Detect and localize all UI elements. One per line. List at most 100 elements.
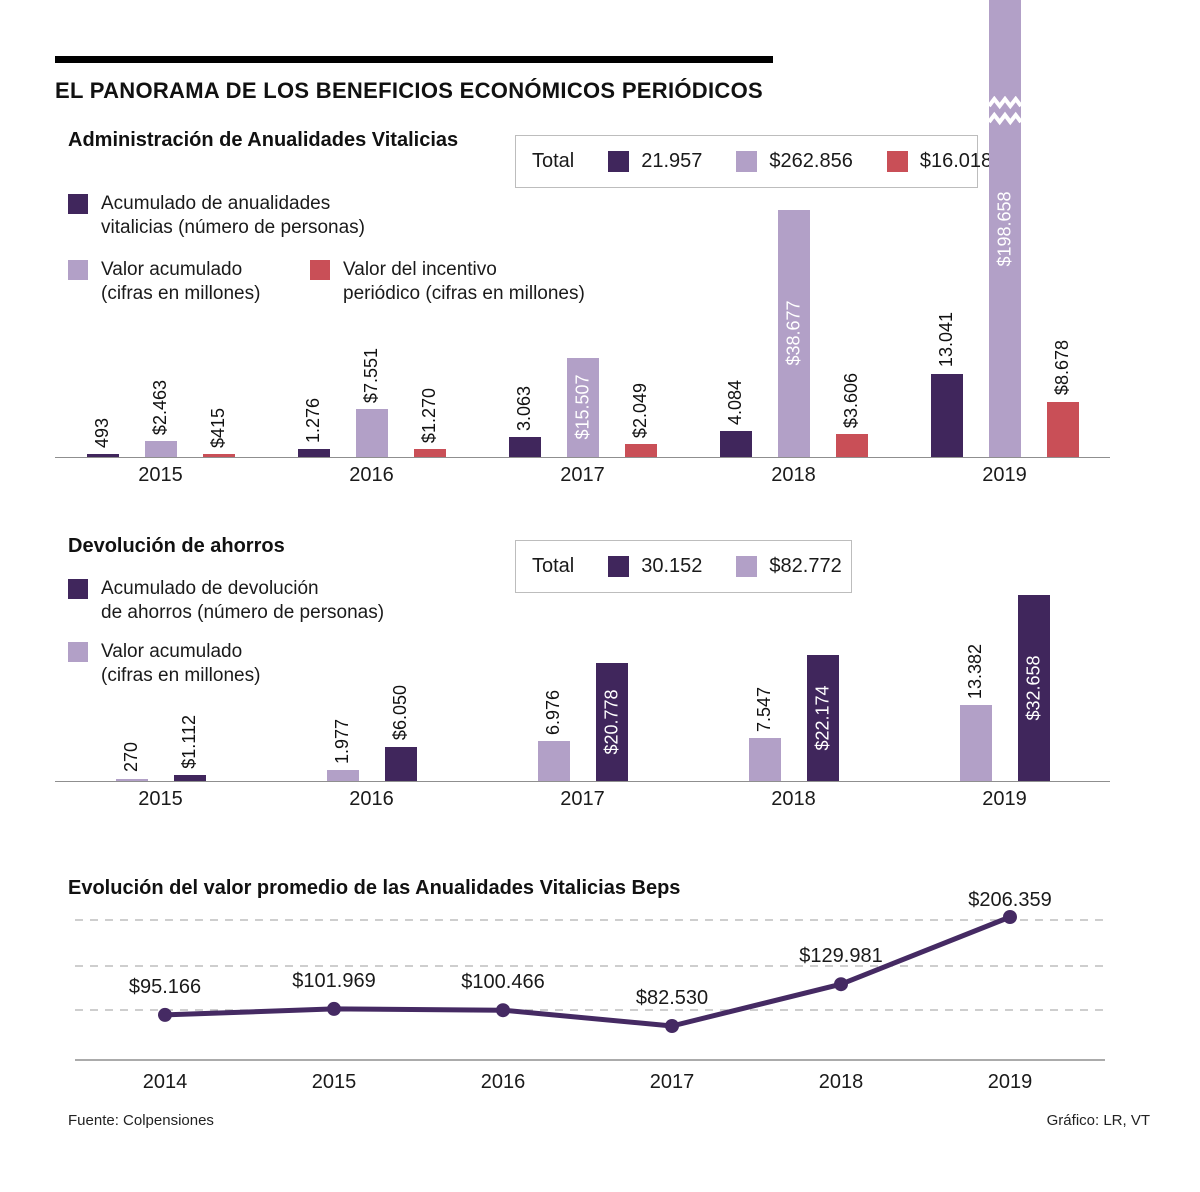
x-label-2014: 2014 bbox=[143, 1071, 188, 1093]
bar-column-incentivo-2016: $1.270 bbox=[413, 0, 446, 457]
bar-value-label: 3.063 bbox=[514, 386, 534, 432]
bar-column-valor-2015: $1.112 bbox=[173, 560, 206, 781]
bar-valor-2015 bbox=[173, 774, 206, 781]
bar-valor-2017: $20.778 bbox=[595, 662, 628, 781]
bar-column-valor-2018: $38.677 bbox=[777, 0, 810, 457]
persons-swatch-icon bbox=[68, 194, 88, 214]
bar-persons-2019 bbox=[959, 704, 992, 781]
bar-value-label: 7.547 bbox=[754, 686, 774, 732]
bar-value-label: $20.778 bbox=[601, 689, 621, 755]
x-label-2016: 2016 bbox=[481, 1071, 526, 1093]
bar-persons-2017 bbox=[508, 437, 541, 457]
bar-value-label: 270 bbox=[121, 742, 141, 773]
bar-column-valor-2018: $22.174 bbox=[806, 560, 839, 781]
x-label-2019: 2019 bbox=[982, 464, 1027, 486]
bar-valor-2016 bbox=[384, 746, 417, 781]
bar-value-label: 1.977 bbox=[332, 718, 352, 764]
bar-column-valor-2016: $6.050 bbox=[384, 560, 417, 781]
x-label-2017: 2017 bbox=[560, 788, 605, 810]
legend-label: Acumulado de anualidades vitalicias (núm… bbox=[101, 193, 366, 238]
bar-valor-2018: $38.677 bbox=[777, 209, 810, 457]
x-label-2015: 2015 bbox=[138, 788, 183, 810]
bar-incentivo-2017 bbox=[624, 443, 657, 457]
bar-persons-2019 bbox=[930, 373, 963, 457]
bar-value-label: 493 bbox=[92, 417, 112, 448]
legend-label: Acumulado de devolución de ahorros (núme… bbox=[101, 578, 385, 623]
bar-incentivo-2019 bbox=[1046, 401, 1079, 457]
chart1-x-axis: 2015 2016 2017 2018 2019 bbox=[55, 464, 1110, 487]
chart1-plot: 493 $2.463 $415 1.276 $7.551 $1.270 3.063 $15.5… bbox=[55, 0, 1110, 458]
bar-value-label: $1.112 bbox=[179, 714, 199, 769]
bar-column-persons-2019: 13.382 bbox=[959, 560, 992, 781]
bar-group-2015: 493 $2.463 $415 bbox=[55, 0, 266, 457]
bar-value-label: 4.084 bbox=[725, 379, 745, 425]
chart2-total-box: Total 30.152 $82.772 bbox=[515, 540, 852, 593]
total-item-incentivo: $16.018 bbox=[886, 150, 993, 173]
chart1-total-box: Total 21.957 $262.856 $16.018 bbox=[515, 135, 992, 188]
x-label-2015: 2015 bbox=[312, 1071, 357, 1093]
persons-swatch-icon bbox=[68, 579, 88, 599]
chart3-line-chart: $95.166 2014 $101.969 2015 $100.466 2016 $82.5… bbox=[75, 889, 1105, 1093]
bar-group-2016: 1.276 $7.551 $1.270 bbox=[266, 0, 477, 457]
bar-value-label: $15.507 bbox=[572, 374, 592, 440]
data-point-2019 bbox=[1003, 910, 1017, 924]
bar-column-valor-2017: $15.507 bbox=[566, 0, 599, 457]
bar-column-persons-2019: 13.041 bbox=[930, 0, 963, 457]
main-title: EL PANORAMA DE LOS BENEFICIOS ECONÓMICOS… bbox=[55, 78, 763, 103]
bar-column-persons-2017: 6.976 bbox=[537, 560, 570, 781]
total-value-valor: $262.856 bbox=[769, 150, 853, 172]
total-label: Total bbox=[532, 555, 575, 577]
bar-group-2019: 13.041 $198.658 $8.678 bbox=[899, 0, 1110, 457]
bar-column-persons-2015: 493 bbox=[86, 0, 119, 457]
bar-value-label: $3.606 bbox=[841, 372, 861, 428]
bar-column-valor-2019: $32.658 bbox=[1017, 560, 1050, 781]
x-label-2019: 2019 bbox=[982, 788, 1027, 810]
bar-persons-2018 bbox=[719, 430, 752, 457]
bar-group-2017: 3.063 $15.507 $2.049 bbox=[477, 0, 688, 457]
bar-column-persons-2018: 4.084 bbox=[719, 0, 752, 457]
total-value-persons: 30.152 bbox=[641, 555, 703, 577]
bar-valor-2019: $198.658 bbox=[988, 0, 1021, 457]
total-value-valor: $82.772 bbox=[769, 555, 842, 577]
bar-valor-2017: $15.507 bbox=[566, 357, 599, 457]
chart2-plot: 270 $1.112 1.977 $6.050 6.976 $20.778 7.547 $22… bbox=[55, 560, 1110, 782]
point-label-2018: $129.981 bbox=[799, 945, 882, 967]
chart1-legend-persons: Acumulado de anualidades vitalicias (núm… bbox=[68, 192, 365, 240]
bar-incentivo-2018 bbox=[835, 433, 868, 457]
bar-valor-2016 bbox=[355, 408, 388, 457]
persons-swatch-icon bbox=[608, 556, 630, 577]
bar-persons-2017 bbox=[537, 741, 570, 781]
point-label-2015: $101.969 bbox=[292, 970, 375, 992]
data-point-2015 bbox=[327, 1001, 341, 1016]
point-label-2014: $95.166 bbox=[129, 976, 201, 998]
bar-column-persons-2016: 1.977 bbox=[326, 560, 359, 781]
bar-column-valor-2016: $7.551 bbox=[355, 0, 388, 457]
source-note: Fuente: Colpensiones bbox=[68, 1112, 214, 1129]
credit-note: Gráfico: LR, VT bbox=[1046, 1112, 1150, 1129]
data-point-2014 bbox=[158, 1007, 172, 1022]
bar-column-incentivo-2019: $8.678 bbox=[1046, 0, 1079, 457]
trend-line bbox=[162, 914, 1013, 1029]
data-point-2018 bbox=[834, 977, 848, 992]
total-value-persons: 21.957 bbox=[641, 150, 703, 172]
data-point-2017 bbox=[665, 1019, 679, 1033]
title-rule bbox=[55, 56, 773, 63]
legend-label: Valor acumulado (cifras en millones) bbox=[101, 641, 261, 686]
total-value-incentivo: $16.018 bbox=[919, 150, 993, 172]
x-label-2018: 2018 bbox=[771, 788, 816, 810]
persons-swatch-icon bbox=[608, 151, 630, 172]
bar-persons-2016 bbox=[297, 448, 330, 457]
bar-persons-2018 bbox=[748, 738, 781, 781]
bar-group-2017: 6.976 $20.778 bbox=[477, 560, 688, 781]
bar-valor-2015 bbox=[144, 441, 177, 457]
point-label-2016: $100.466 bbox=[461, 971, 544, 993]
bar-group-2019: 13.382 $32.658 bbox=[899, 560, 1110, 781]
chart1-legend-incentivo: Valor del incentivo periódico (cifras en… bbox=[310, 258, 585, 306]
bar-value-label: 1.276 bbox=[303, 397, 323, 443]
bar-value-label: $6.050 bbox=[390, 685, 410, 741]
bar-column-persons-2018: 7.547 bbox=[748, 560, 781, 781]
bar-value-label: 13.382 bbox=[965, 643, 985, 699]
bar-column-valor-2015: $2.463 bbox=[144, 0, 177, 457]
x-label-2017: 2017 bbox=[650, 1071, 695, 1093]
chart2-legend-valor: Valor acumulado (cifras en millones) bbox=[68, 640, 260, 688]
